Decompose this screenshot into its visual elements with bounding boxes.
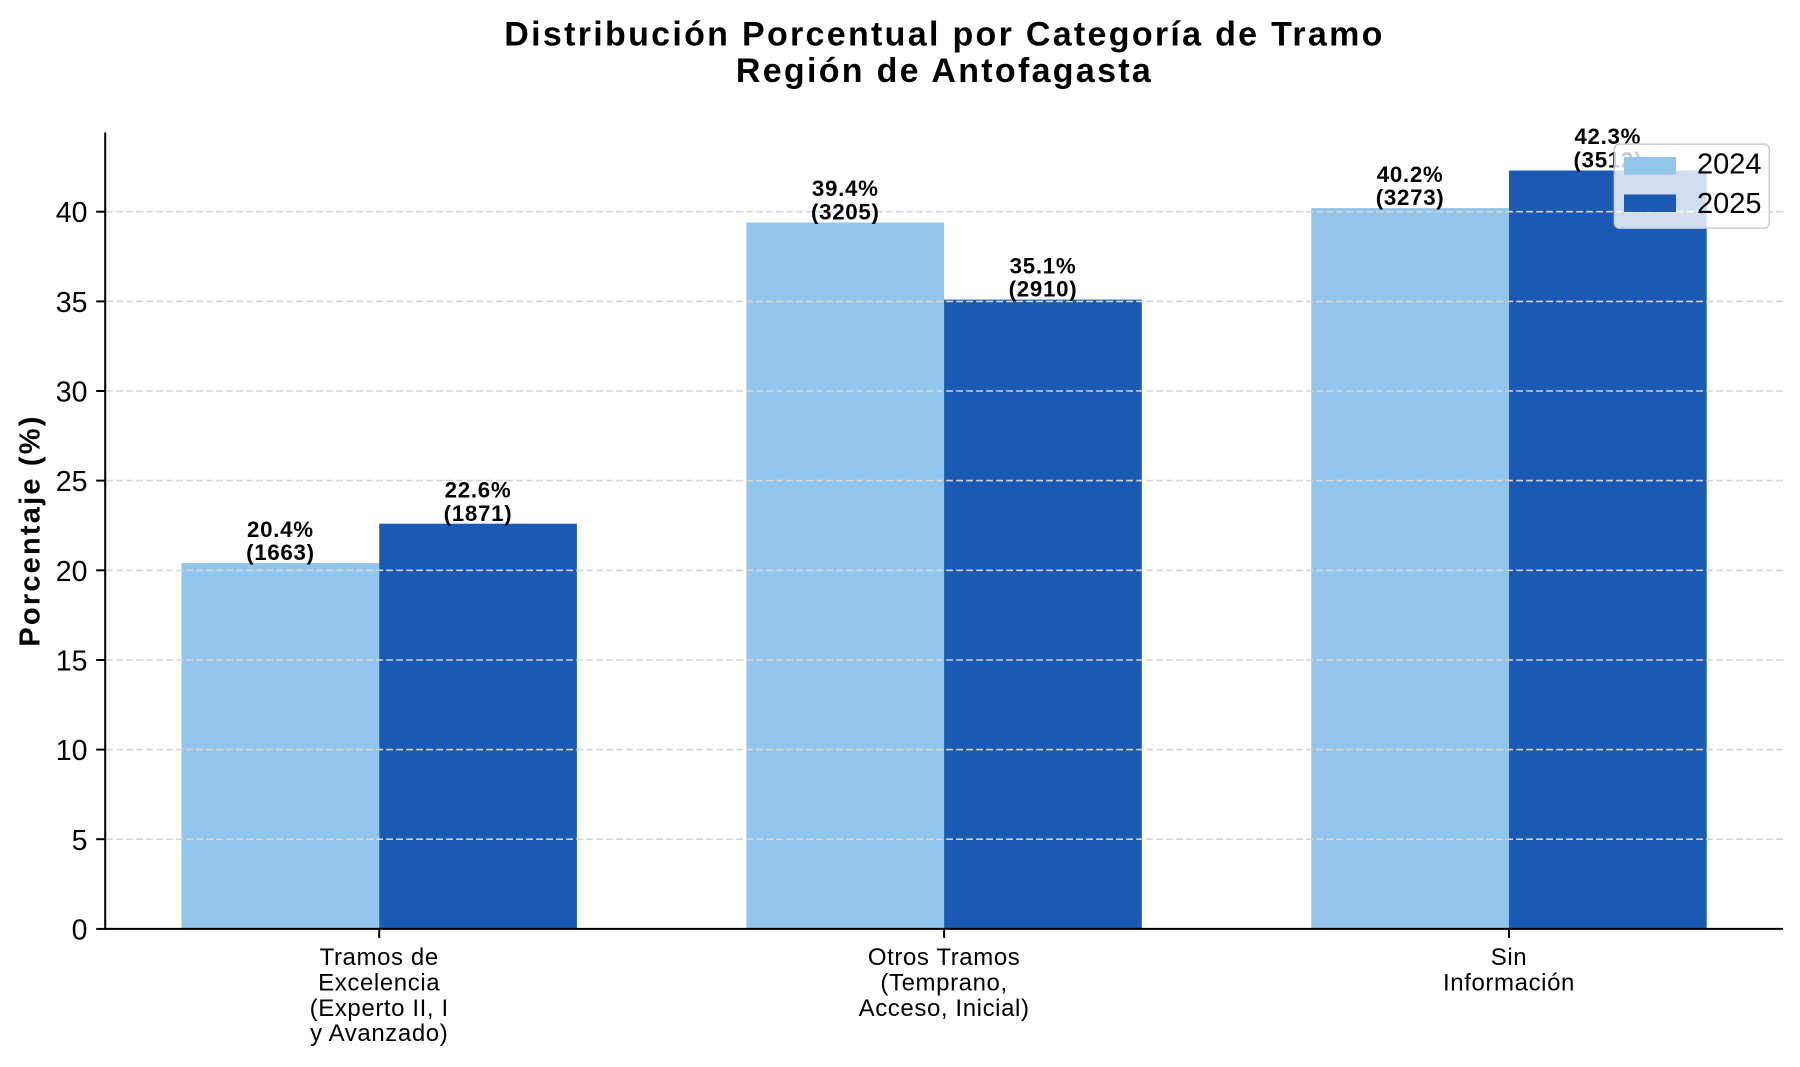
svg-text:2024: 2024 (1697, 149, 1762, 181)
svg-text:39.4%: 39.4% (812, 176, 879, 201)
svg-text:40: 40 (56, 197, 88, 229)
svg-text:25: 25 (56, 466, 88, 498)
svg-text:(3273): (3273) (1376, 185, 1445, 210)
svg-text:22.6%: 22.6% (445, 477, 512, 502)
svg-text:(1663): (1663) (246, 540, 315, 565)
svg-text:30: 30 (56, 377, 88, 409)
svg-text:Información: Información (1443, 969, 1575, 996)
svg-text:0: 0 (72, 914, 88, 946)
svg-text:15: 15 (56, 646, 88, 678)
svg-text:y Avanzado): y Avanzado) (310, 1020, 448, 1047)
svg-text:5: 5 (72, 825, 88, 857)
svg-text:(Temprano,: (Temprano, (880, 969, 1007, 996)
svg-text:Excelencia: Excelencia (318, 969, 440, 996)
svg-text:(1871): (1871) (444, 501, 513, 526)
svg-text:Sin: Sin (1491, 944, 1528, 971)
svg-text:Otros Tramos: Otros Tramos (868, 944, 1021, 971)
svg-text:Región de Antofagasta: Región de Antofagasta (736, 52, 1153, 90)
svg-text:35.1%: 35.1% (1010, 253, 1077, 278)
svg-text:Porcentaje (%): Porcentaje (%) (14, 414, 46, 646)
svg-text:10: 10 (56, 735, 88, 767)
svg-text:(Experto II, I: (Experto II, I (310, 995, 449, 1022)
svg-text:(2910): (2910) (1009, 277, 1078, 302)
svg-text:Distribución Porcentual por Ca: Distribución Porcentual por Categoría de… (504, 16, 1384, 54)
svg-text:35: 35 (56, 287, 88, 319)
svg-text:Tramos de: Tramos de (320, 944, 439, 971)
svg-text:(3205): (3205) (811, 200, 880, 225)
svg-text:2025: 2025 (1697, 188, 1762, 220)
svg-text:Acceso, Inicial): Acceso, Inicial) (859, 995, 1030, 1022)
svg-text:20: 20 (56, 556, 88, 588)
svg-text:20.4%: 20.4% (247, 517, 314, 542)
svg-text:40.2%: 40.2% (1377, 162, 1444, 187)
